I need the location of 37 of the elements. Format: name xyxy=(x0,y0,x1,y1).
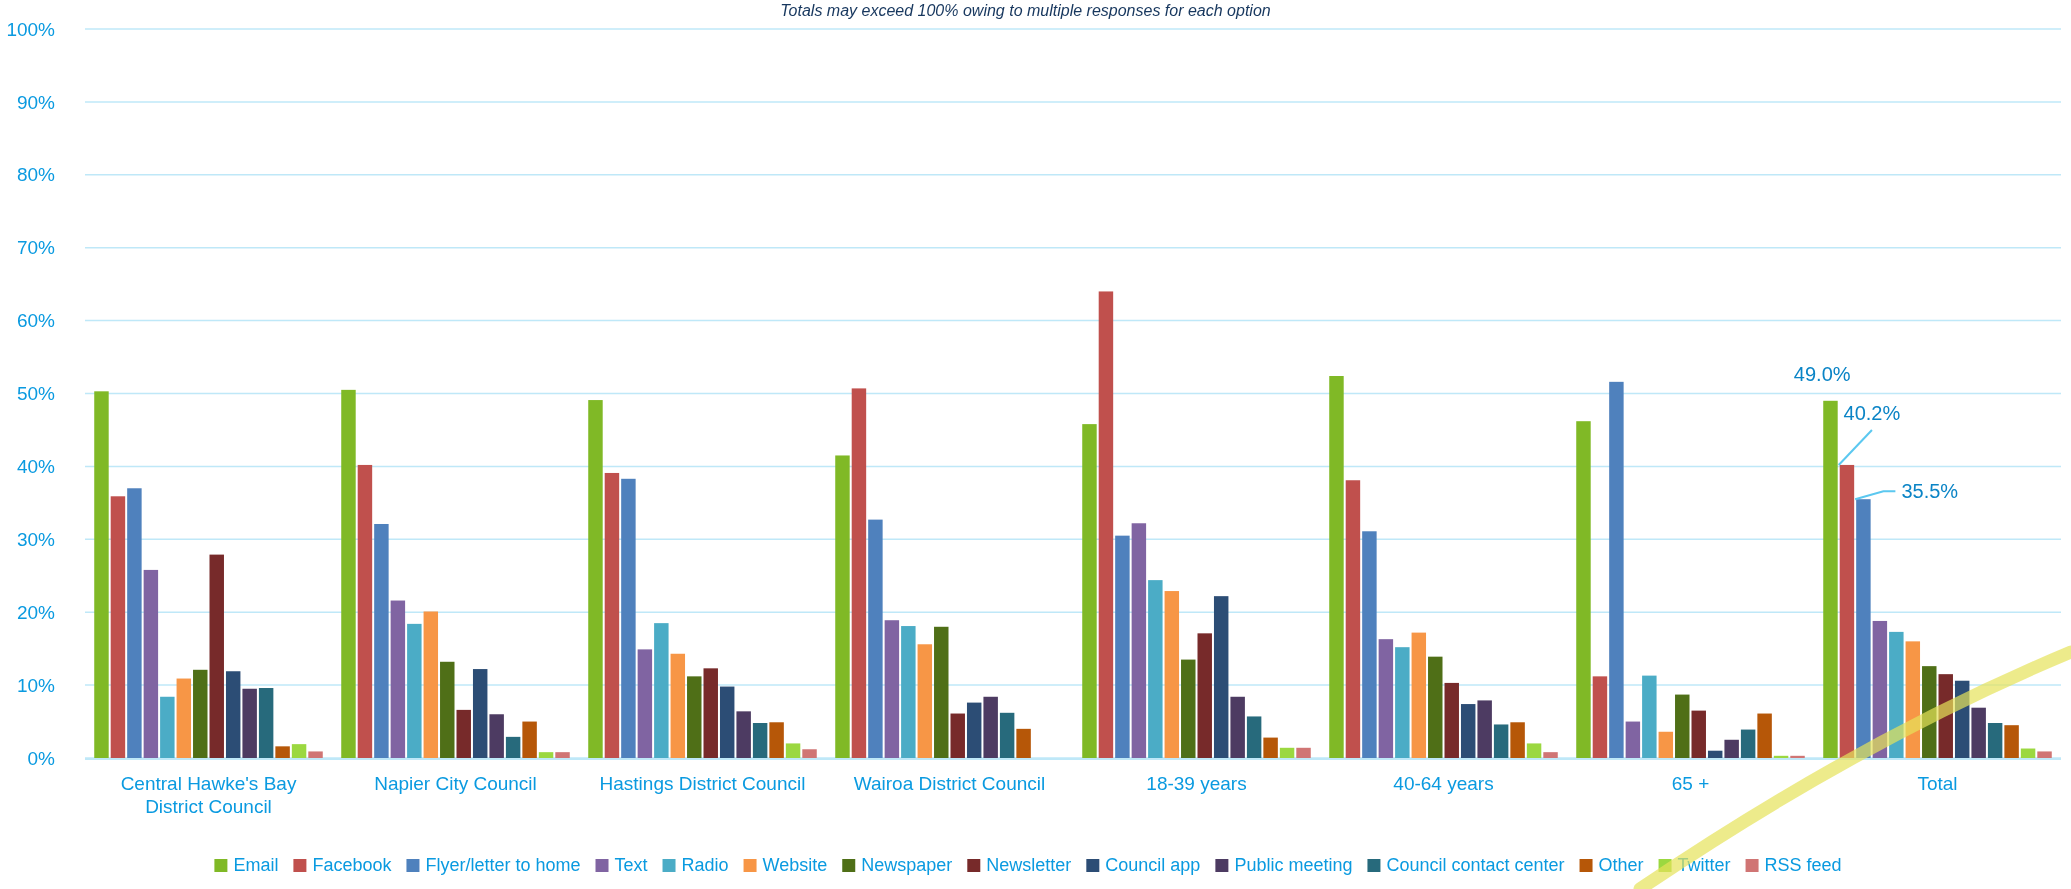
x-tick-label: 40-64 years xyxy=(1393,773,1494,794)
x-tick-label: Wairoa District Council xyxy=(853,773,1046,794)
legend-label: Website xyxy=(762,855,828,875)
x-tick-label: 65 + xyxy=(1671,773,1710,794)
data-label: 40.2% xyxy=(1843,401,1901,424)
chart-title: Totals may exceed 100% owing to multiple responses for each option xyxy=(780,2,1271,19)
legend-label: Facebook xyxy=(312,855,393,875)
legend-label: Twitter xyxy=(1677,855,1731,875)
y-tick-label: 10% xyxy=(16,674,56,696)
legend-label: Newsletter xyxy=(986,855,1072,875)
legend-label: Council contact center xyxy=(1386,855,1565,875)
legend-label: RSS feed xyxy=(1764,855,1842,875)
legend-label: Other xyxy=(1598,855,1644,875)
legend-label: Text xyxy=(614,855,648,875)
x-tick-label: Napier City Council xyxy=(374,773,537,794)
y-tick-label: 30% xyxy=(16,528,56,550)
x-tick-label: Central Hawke's Bay District Council xyxy=(120,773,297,817)
legend-label: Council app xyxy=(1105,855,1201,875)
legend-label: Newspaper xyxy=(861,855,953,875)
y-tick-label: 80% xyxy=(16,164,56,186)
x-tick-label: Total xyxy=(1917,773,1958,794)
y-tick-label: 20% xyxy=(16,601,56,623)
x-tick-label: 18-39 years xyxy=(1146,773,1247,794)
legend-label: Public meeting xyxy=(1234,855,1353,875)
y-tick-label: 40% xyxy=(16,456,56,478)
y-tick-label: 60% xyxy=(16,310,56,332)
y-tick-label: 70% xyxy=(16,237,56,259)
x-tick-label: Hastings District Council xyxy=(599,773,806,794)
legend-label: Flyer/letter to home xyxy=(425,855,581,875)
y-tick-label: 50% xyxy=(16,383,56,405)
y-tick-label: 0% xyxy=(27,747,56,769)
data-label: 35.5% xyxy=(1901,480,1959,503)
y-tick-label: 100% xyxy=(6,18,56,40)
legend-label: Email xyxy=(233,855,279,875)
legend-label: Radio xyxy=(681,855,729,875)
y-tick-label: 90% xyxy=(16,91,56,113)
data-label: 49.0% xyxy=(1793,362,1851,385)
